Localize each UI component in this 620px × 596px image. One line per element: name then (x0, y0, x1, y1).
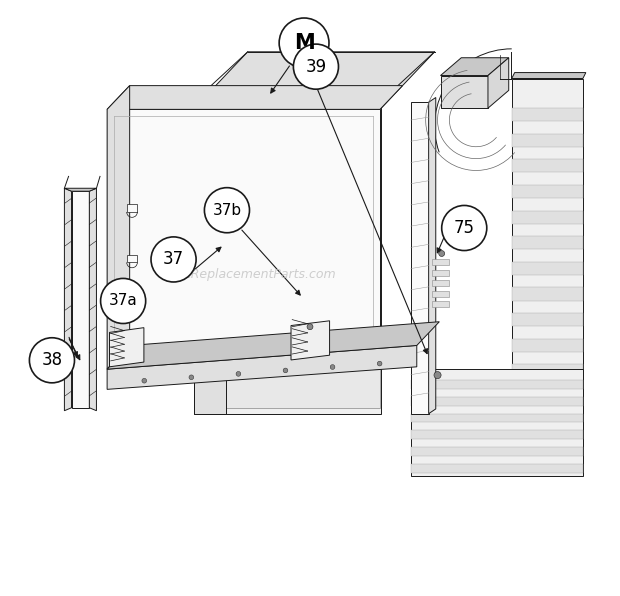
Polygon shape (64, 188, 71, 411)
Polygon shape (107, 346, 402, 369)
Polygon shape (512, 390, 583, 403)
Polygon shape (512, 364, 583, 377)
Circle shape (351, 224, 358, 231)
Circle shape (339, 283, 346, 290)
Polygon shape (440, 76, 488, 108)
Polygon shape (194, 108, 381, 414)
Polygon shape (411, 369, 583, 476)
Polygon shape (64, 188, 97, 191)
Circle shape (339, 224, 346, 231)
Polygon shape (512, 159, 583, 172)
Circle shape (189, 375, 193, 380)
Circle shape (351, 158, 358, 165)
Polygon shape (194, 108, 226, 414)
Circle shape (100, 278, 146, 324)
Polygon shape (411, 447, 583, 456)
Polygon shape (512, 313, 583, 326)
Text: 39: 39 (306, 58, 327, 76)
Polygon shape (512, 134, 583, 147)
Polygon shape (432, 280, 450, 286)
Polygon shape (512, 236, 583, 249)
Polygon shape (488, 58, 509, 108)
Text: 37: 37 (163, 250, 184, 268)
Polygon shape (411, 103, 428, 414)
Text: 37b: 37b (213, 203, 242, 218)
Circle shape (439, 250, 445, 256)
Polygon shape (411, 464, 583, 473)
Text: eReplacementParts.com: eReplacementParts.com (184, 268, 336, 281)
Circle shape (441, 206, 487, 250)
Circle shape (307, 324, 313, 330)
Polygon shape (432, 291, 450, 297)
Polygon shape (107, 86, 130, 369)
Circle shape (330, 365, 335, 370)
Polygon shape (126, 254, 138, 262)
Polygon shape (512, 79, 583, 414)
Circle shape (283, 368, 288, 373)
Circle shape (236, 371, 241, 376)
Circle shape (377, 361, 382, 366)
Polygon shape (107, 322, 440, 369)
Polygon shape (126, 305, 138, 313)
Polygon shape (512, 108, 583, 121)
Polygon shape (512, 210, 583, 224)
Circle shape (151, 237, 196, 282)
Polygon shape (512, 262, 583, 275)
Polygon shape (71, 191, 89, 408)
Polygon shape (194, 52, 435, 108)
Circle shape (279, 18, 329, 68)
Polygon shape (411, 380, 583, 389)
Circle shape (205, 188, 249, 233)
Polygon shape (194, 101, 381, 108)
Text: 75: 75 (454, 219, 475, 237)
Polygon shape (512, 287, 583, 300)
Polygon shape (512, 339, 583, 352)
Polygon shape (428, 98, 436, 414)
Polygon shape (107, 346, 417, 389)
Polygon shape (411, 430, 583, 439)
Polygon shape (432, 259, 450, 265)
Polygon shape (512, 73, 586, 79)
Text: M: M (294, 33, 314, 53)
Polygon shape (432, 301, 450, 307)
Polygon shape (107, 86, 402, 109)
Circle shape (29, 338, 74, 383)
Polygon shape (291, 321, 330, 360)
Circle shape (293, 44, 339, 89)
Text: 38: 38 (42, 351, 63, 370)
Polygon shape (126, 204, 138, 212)
Polygon shape (110, 328, 144, 367)
Polygon shape (411, 414, 583, 423)
Circle shape (434, 371, 441, 378)
Polygon shape (411, 397, 583, 406)
Circle shape (142, 378, 147, 383)
Polygon shape (440, 58, 509, 76)
Polygon shape (432, 270, 450, 276)
Polygon shape (89, 188, 97, 411)
Polygon shape (512, 185, 583, 198)
Circle shape (351, 283, 358, 290)
Polygon shape (107, 109, 380, 369)
Text: 37a: 37a (108, 293, 138, 309)
Polygon shape (226, 114, 380, 408)
Circle shape (339, 158, 346, 165)
